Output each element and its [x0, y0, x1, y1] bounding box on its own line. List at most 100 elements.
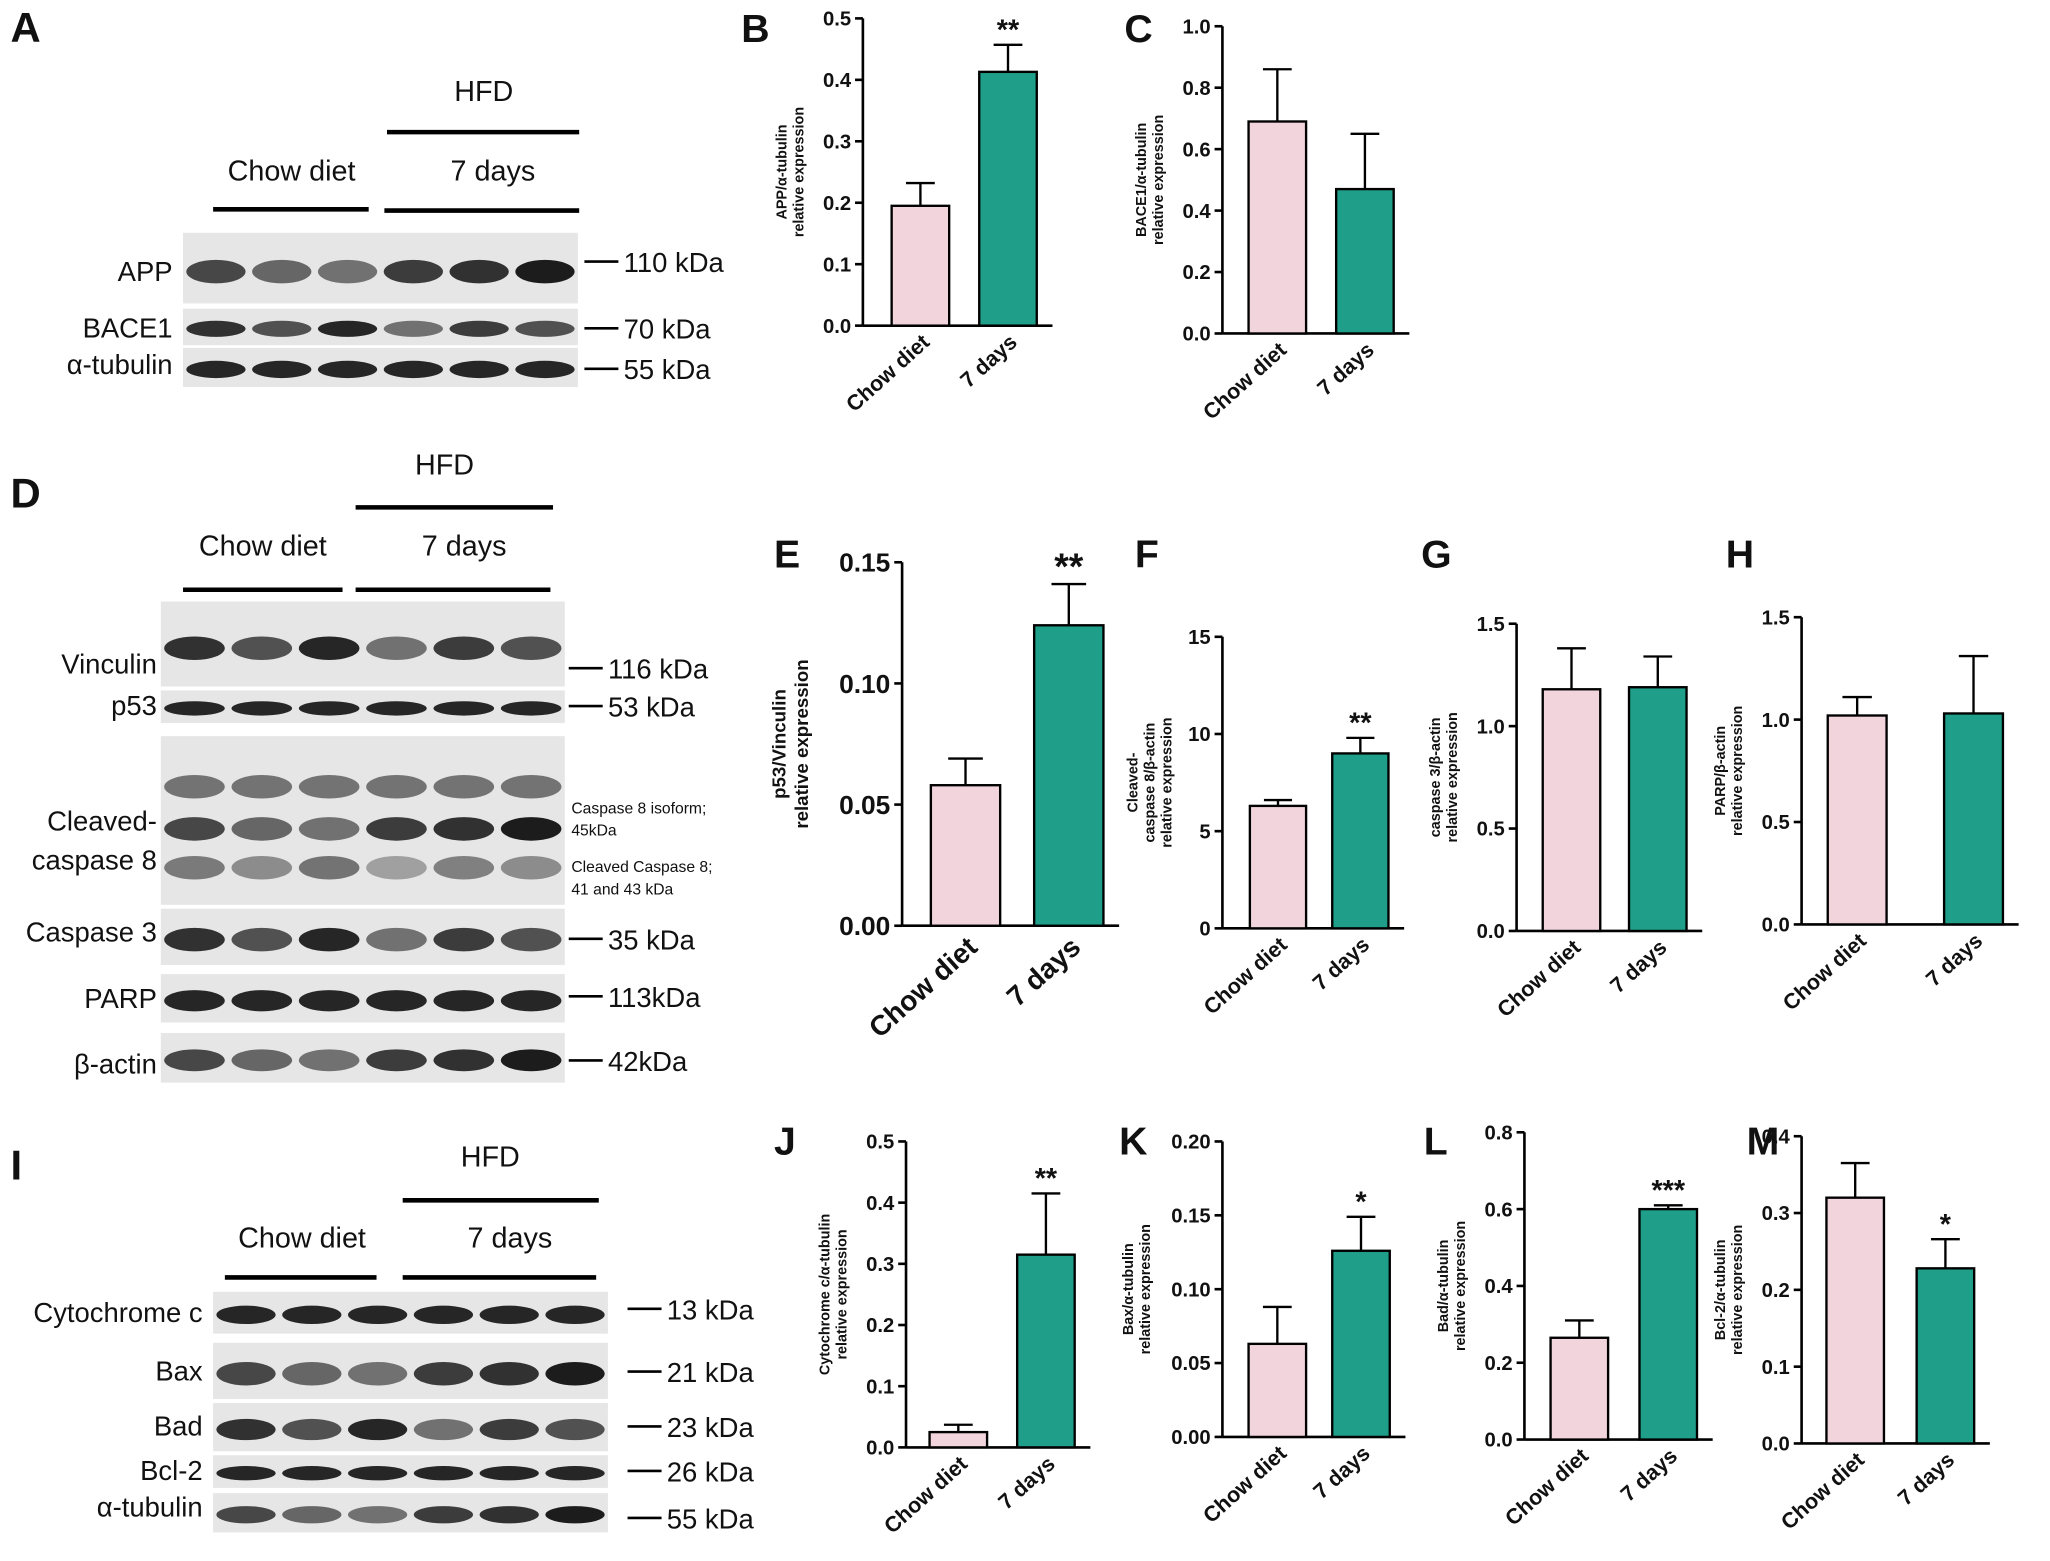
blot-band: [348, 1305, 408, 1325]
y-axis-label: BACE1/α-tubulin: [1134, 123, 1150, 237]
blot-band: [252, 320, 312, 337]
y-tick-label: 0.3: [866, 1254, 894, 1276]
panel-letter: H: [1726, 533, 1754, 577]
blot-band: [252, 360, 312, 379]
blot-band: [433, 990, 495, 1012]
x-tick-label: Chow diet: [1500, 1443, 1593, 1531]
y-tick-label: 0.0: [866, 1438, 894, 1460]
panel-letter: G: [1421, 533, 1452, 577]
protein-label: caspase 8: [32, 845, 157, 876]
band-note: 45kDa: [571, 823, 617, 840]
significance: **: [1035, 1163, 1058, 1195]
protein-label: BACE1: [83, 312, 173, 343]
y-tick-label: 0.10: [839, 669, 890, 699]
x-tick-label: Chow diet: [1492, 934, 1585, 1022]
blot-band: [413, 1466, 474, 1481]
protein-label: Cytochrome c: [33, 1297, 202, 1328]
bar: [929, 784, 1002, 927]
bar: [1248, 804, 1308, 930]
y-axis-label: relative expression: [791, 107, 807, 237]
panel-letter: L: [1424, 1120, 1448, 1164]
bar: [928, 1430, 989, 1449]
protein-label: APP: [118, 256, 173, 287]
blot-strip: [213, 1402, 608, 1452]
blot-band: [216, 1506, 276, 1524]
group-label: HFD: [454, 76, 513, 108]
blot-band: [282, 1506, 342, 1524]
blot-band: [186, 259, 246, 284]
x-tick-label: 7 days: [1001, 931, 1087, 1012]
blot-band: [433, 817, 495, 841]
y-tick-label: 0.4: [1182, 201, 1211, 223]
protein-label: Bcl-2: [140, 1455, 203, 1486]
y-tick-label: 0.3: [1762, 1203, 1790, 1225]
y-tick-label: 0.8: [1182, 78, 1210, 100]
blot-band: [383, 360, 443, 379]
significance: ***: [1651, 1175, 1685, 1207]
blot-band: [164, 927, 225, 952]
y-axis-label: APP/α-tubulin: [774, 124, 790, 219]
blot-band: [413, 1506, 474, 1524]
y-tick-label: 0.05: [1171, 1353, 1210, 1375]
blot-band: [500, 636, 562, 661]
blot-band: [500, 990, 562, 1012]
blot-band: [433, 927, 495, 952]
blot-band: [348, 1361, 408, 1386]
size-label: 23 kDa: [667, 1412, 755, 1443]
blot-band: [231, 636, 293, 661]
y-tick-label: 5: [1199, 821, 1210, 843]
bar: [1825, 1196, 1886, 1445]
bar: [1942, 712, 2005, 926]
blot-band: [164, 774, 225, 799]
blot-band: [317, 320, 378, 337]
blot-strip: [160, 601, 565, 687]
x-tick-label: 7 days: [993, 1451, 1060, 1515]
blot-band: [449, 259, 509, 284]
y-tick-label: 10: [1188, 724, 1211, 746]
blot-strip: [183, 347, 578, 388]
y-tick-label: 0.2: [866, 1315, 894, 1337]
protein-label: p53: [111, 690, 157, 721]
y-tick-label: 15: [1188, 627, 1211, 649]
size-label: 35 kDa: [608, 924, 696, 955]
y-axis-label: Bad/α-tubulin: [1436, 1240, 1452, 1333]
y-tick-label: 0.0: [823, 316, 851, 338]
blot-band: [231, 701, 293, 716]
y-axis-label: relative expression: [835, 1229, 851, 1359]
blot-band: [298, 927, 360, 952]
blot-band: [383, 320, 443, 337]
panel-letter: C: [1124, 7, 1152, 51]
blot-band: [500, 1049, 562, 1072]
size-label: 116 kDa: [608, 654, 709, 685]
blot-strip: [213, 1291, 608, 1334]
blot-band: [298, 701, 360, 716]
y-axis-label: relative expression: [791, 659, 812, 828]
y-axis-label: relative expression: [1151, 115, 1167, 245]
y-tick-label: 0.0: [1477, 921, 1505, 943]
blot-band: [231, 855, 293, 880]
y-tick-label: 0.05: [839, 790, 890, 820]
blot-strip: [160, 690, 565, 724]
y-tick-label: 0.5: [866, 1132, 894, 1154]
protein-label: Bax: [155, 1356, 203, 1387]
y-tick-label: 0.4: [1762, 1126, 1791, 1148]
bar: [1015, 1253, 1076, 1449]
y-tick-label: 0.6: [1485, 1199, 1513, 1221]
bar: [890, 204, 951, 327]
group-label: HFD: [415, 450, 474, 482]
blot-band: [366, 855, 427, 880]
y-tick-label: 0.00: [839, 911, 890, 941]
blot-band: [216, 1466, 276, 1481]
y-axis-label: Cytochrome c/α-tubulin: [818, 1214, 834, 1375]
blot-band: [500, 817, 562, 841]
blot-band: [500, 927, 562, 952]
y-axis-label: relative expression: [1730, 706, 1746, 836]
protein-label: β-actin: [74, 1048, 157, 1079]
blot-band: [216, 1305, 276, 1325]
blot-band: [366, 817, 427, 841]
blot-band: [231, 774, 293, 799]
y-tick-label: 0.6: [1182, 139, 1210, 161]
x-tick-label: Chow diet: [1778, 928, 1871, 1016]
y-axis-label: Bcl-2/α-tubulin: [1713, 1240, 1729, 1341]
protein-label: Caspase 3: [26, 916, 157, 947]
